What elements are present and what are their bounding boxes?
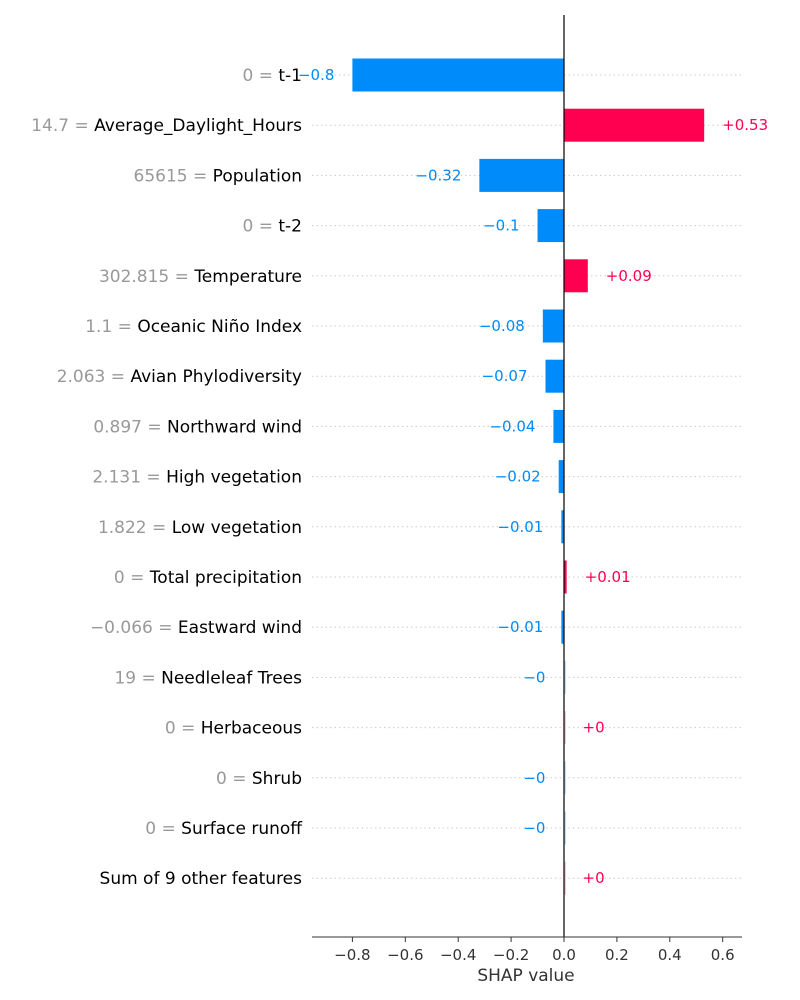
feature-name: Low vegetation (172, 518, 302, 538)
shap-value-label: −0.01 (497, 618, 543, 636)
feature-name: Needleleaf Trees (161, 668, 302, 688)
feature-value: 302.815 = (99, 267, 194, 287)
shap-value-label: −0.1 (483, 217, 519, 235)
feature-name: Northward wind (167, 417, 302, 437)
positive-bar (564, 861, 566, 895)
feature-label: 2.063 = Avian Phylodiversity (57, 367, 302, 387)
feature-label: 0 = t-1 (243, 66, 303, 86)
feature-name: High vegetation (166, 468, 302, 488)
shap-value-label: −0.02 (495, 468, 541, 486)
feature-label: 0 = Herbaceous (165, 719, 302, 739)
bars (352, 58, 705, 895)
feature-name: Total precipitation (149, 568, 302, 588)
feature-value: 0 = (114, 568, 150, 588)
feature-label: 0 = t-2 (243, 217, 303, 237)
feature-name: Shrub (252, 769, 302, 789)
feature-name: Population (213, 166, 302, 186)
feature-value: 2.063 = (57, 367, 131, 387)
feature-value: 0 = (165, 719, 201, 739)
feature-value: 65615 = (134, 166, 213, 186)
feature-label: 65615 = Population (134, 166, 302, 186)
negative-bar (352, 58, 564, 92)
feature-value: 2.131 = (92, 468, 166, 488)
value-labels: −0.8 +0.53 −0.32 −0.1 +0.09 −0.08 −0.07 −0.04 −0… (298, 66, 768, 887)
x-tick-label: 0.2 (605, 946, 629, 964)
x-tick-label: −0.4 (440, 946, 476, 964)
feature-value: 0 = (145, 819, 181, 839)
x-tick-label: −0.6 (387, 946, 423, 964)
feature-label: 0 = Total precipitation (114, 568, 302, 588)
negative-bar (542, 309, 564, 343)
x-tick-label: −0.8 (334, 946, 370, 964)
feature-label: 0.897 = Northward wind (93, 417, 302, 437)
positive-bar (564, 711, 566, 745)
feature-name: t-1 (278, 66, 302, 86)
feature-name: Eastward wind (178, 618, 302, 638)
shap-value-label: +0.01 (585, 568, 631, 586)
shap-value-label: −0 (523, 668, 545, 686)
feature-name: Surface runoff (181, 819, 303, 839)
negative-bar (564, 811, 566, 845)
shap-value-label: −0.32 (415, 166, 461, 184)
negative-bar (558, 460, 564, 494)
feature-label: 302.815 = Temperature (99, 267, 302, 287)
positive-bar (564, 560, 567, 594)
shap-value-label: −0.8 (298, 66, 334, 84)
shap-value-label: +0 (583, 869, 605, 887)
shap-value-label: +0 (583, 719, 605, 737)
negative-bar (553, 409, 564, 443)
feature-label: 1.1 = Oceanic Niño Index (85, 317, 302, 337)
negative-bar (564, 660, 566, 694)
x-tick-label: −0.2 (493, 946, 529, 964)
feature-value: 19 = (114, 668, 161, 688)
x-axis: −0.8 −0.6 −0.4 −0.2 0.0 0.2 0.4 0.6 (312, 15, 742, 964)
feature-name: Temperature (193, 267, 302, 287)
shap-value-label: −0.08 (479, 317, 525, 335)
feature-label: 0 = Shrub (216, 769, 302, 789)
negative-bar (561, 610, 564, 644)
feature-name: Oceanic Niño Index (137, 317, 302, 337)
shap-value-label: −0.04 (489, 417, 535, 435)
feature-label: Sum of 9 other features (100, 869, 303, 889)
x-tick-label: 0.6 (711, 946, 735, 964)
feature-labels: 0 = t-1 14.7 = Average_Daylight_Hours 6561… (31, 66, 303, 889)
feature-label: 1.822 = Low vegetation (98, 518, 302, 538)
shap-value-label: +0.09 (606, 267, 652, 285)
x-tick-label: 0.0 (552, 946, 576, 964)
feature-value: 14.7 = (31, 116, 94, 136)
feature-label: 2.131 = High vegetation (92, 468, 302, 488)
shap-value-label: −0.07 (482, 367, 528, 385)
negative-bar (479, 158, 564, 192)
feature-value: −0.066 = (90, 618, 178, 638)
negative-bar (537, 209, 564, 243)
feature-name: Average_Daylight_Hours (94, 116, 302, 136)
feature-value: 0 = (243, 217, 279, 237)
feature-label: −0.066 = Eastward wind (90, 618, 302, 638)
feature-label: 14.7 = Average_Daylight_Hours (31, 116, 302, 136)
x-axis-title: SHAP value (477, 966, 574, 986)
negative-bar (561, 510, 564, 544)
feature-name: Herbaceous (201, 719, 302, 739)
feature-name: Sum of 9 other features (100, 869, 303, 889)
feature-name: t-2 (278, 217, 302, 237)
negative-bar (545, 359, 564, 393)
positive-bar (564, 108, 705, 142)
feature-name: Avian Phylodiversity (130, 367, 302, 387)
positive-bar (564, 259, 588, 293)
shap-value-label: −0.01 (497, 518, 543, 536)
negative-bar (564, 761, 566, 795)
shap-value-label: +0.53 (722, 116, 768, 134)
feature-value: 0 = (243, 66, 279, 86)
feature-value: 0 = (216, 769, 252, 789)
feature-value: 1.822 = (98, 518, 172, 538)
shap-value-label: −0 (523, 769, 545, 787)
feature-value: 1.1 = (85, 317, 137, 337)
feature-label: 0 = Surface runoff (145, 819, 303, 839)
x-tick-label: 0.4 (658, 946, 682, 964)
feature-value: 0.897 = (93, 417, 167, 437)
shap-value-label: −0 (523, 819, 545, 837)
feature-label: 19 = Needleleaf Trees (114, 668, 302, 688)
